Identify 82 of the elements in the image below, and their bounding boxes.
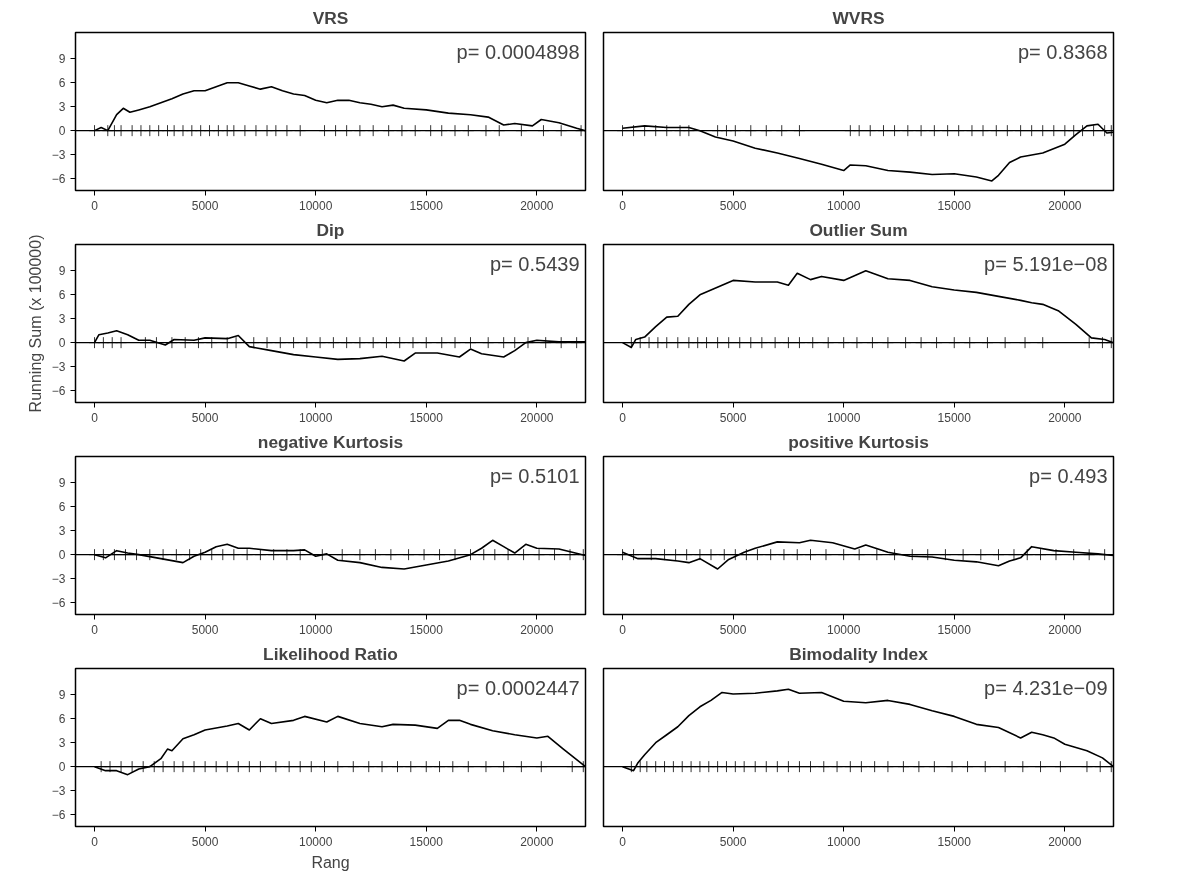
y-tick-label: 6 <box>58 76 66 91</box>
x-tick-label: 10000 <box>299 834 333 849</box>
x-tick-label: 20000 <box>520 198 554 213</box>
x-tick-label: 5000 <box>191 198 219 213</box>
y-tick-label: 9 <box>58 264 66 279</box>
x-tick-label: 5000 <box>719 622 747 637</box>
y-tick-label: 6 <box>58 500 66 515</box>
y-tick-label: 3 <box>58 524 66 539</box>
annotation: p= 4.231e−09 <box>984 676 1108 699</box>
annotation: p= 0.5439 <box>489 252 580 275</box>
y-tick-label: −3 <box>51 148 66 163</box>
y-tick-label: 3 <box>58 100 66 115</box>
chart-title: Likelihood Ratio <box>263 643 398 664</box>
chart-title: positive Kurtosis <box>788 431 929 452</box>
y-tick-label: 3 <box>58 312 66 327</box>
x-tick-label: 0 <box>619 410 627 425</box>
x-tick-label: 20000 <box>1048 622 1082 637</box>
annotation: p= 0.493 <box>1029 464 1108 487</box>
y-tick-label: −3 <box>51 572 66 587</box>
x-tick-label: 0 <box>91 834 99 849</box>
annotation: p= 5.191e−08 <box>984 252 1108 275</box>
y-tick-label: 0 <box>58 336 66 351</box>
y-tick-label: −6 <box>51 808 66 823</box>
x-tick-label: 10000 <box>299 198 333 213</box>
annotation: p= 0.0002447 <box>456 676 580 699</box>
x-tick-label: 20000 <box>520 622 554 637</box>
x-tick-label: 10000 <box>827 198 861 213</box>
x-tick-label: 20000 <box>1048 834 1082 849</box>
x-tick-label: 5000 <box>191 622 219 637</box>
x-tick-label: 10000 <box>299 622 333 637</box>
y-tick-label: 0 <box>58 124 66 139</box>
y-tick-label: 9 <box>58 476 66 491</box>
chart-title: negative Kurtosis <box>257 431 404 452</box>
x-tick-label: 10000 <box>827 410 861 425</box>
x-tick-label: 0 <box>619 834 627 849</box>
x-tick-label: 15000 <box>409 834 444 849</box>
x-tick-label: 20000 <box>1048 410 1082 425</box>
x-tick-label: 0 <box>91 198 99 213</box>
x-tick-label: 10000 <box>299 410 333 425</box>
x-tick-label: 10000 <box>827 834 861 849</box>
chart-title: VRS <box>312 7 349 28</box>
x-tick-label: 0 <box>91 410 99 425</box>
y-tick-label: 9 <box>58 52 66 67</box>
y-tick-label: 9 <box>58 688 66 703</box>
x-tick-label: 0 <box>91 622 99 637</box>
y-tick-label: −3 <box>51 360 66 375</box>
x-tick-label: 10000 <box>827 622 861 637</box>
x-tick-label: 0 <box>619 198 627 213</box>
chart-title: Dip <box>316 219 345 240</box>
x-axis-title: Rang <box>311 853 350 871</box>
x-tick-label: 15000 <box>409 410 444 425</box>
y-tick-label: 0 <box>58 548 66 563</box>
y-tick-label: −3 <box>51 784 66 799</box>
y-tick-label: −6 <box>51 384 66 399</box>
x-tick-label: 15000 <box>937 198 972 213</box>
y-tick-label: −6 <box>51 596 66 611</box>
chart-title: Outlier Sum <box>809 219 908 240</box>
y-tick-label: 6 <box>58 712 66 727</box>
y-tick-label: 3 <box>58 736 66 751</box>
y-tick-label: 0 <box>58 760 66 775</box>
x-tick-label: 5000 <box>719 834 747 849</box>
annotation: p= 0.5101 <box>489 464 580 487</box>
chart-title: WVRS <box>832 7 885 28</box>
y-tick-label: −6 <box>51 172 66 187</box>
annotation: p= 0.8368 <box>1017 40 1108 63</box>
x-tick-label: 15000 <box>937 622 972 637</box>
x-tick-label: 20000 <box>520 834 554 849</box>
y-axis-title: Running Sum (x 100000) <box>26 234 44 413</box>
x-tick-label: 5000 <box>191 410 219 425</box>
chart-title: Bimodality Index <box>789 643 929 664</box>
x-tick-label: 15000 <box>937 410 972 425</box>
x-tick-label: 15000 <box>409 622 444 637</box>
x-tick-label: 15000 <box>409 198 444 213</box>
x-tick-label: 5000 <box>719 410 747 425</box>
x-tick-label: 5000 <box>191 834 219 849</box>
x-tick-label: 20000 <box>1048 198 1082 213</box>
x-tick-label: 20000 <box>520 410 554 425</box>
y-tick-label: 6 <box>58 288 66 303</box>
x-tick-label: 5000 <box>719 198 747 213</box>
annotation: p= 0.0004898 <box>456 40 580 63</box>
x-tick-label: 15000 <box>937 834 972 849</box>
x-tick-label: 0 <box>619 622 627 637</box>
